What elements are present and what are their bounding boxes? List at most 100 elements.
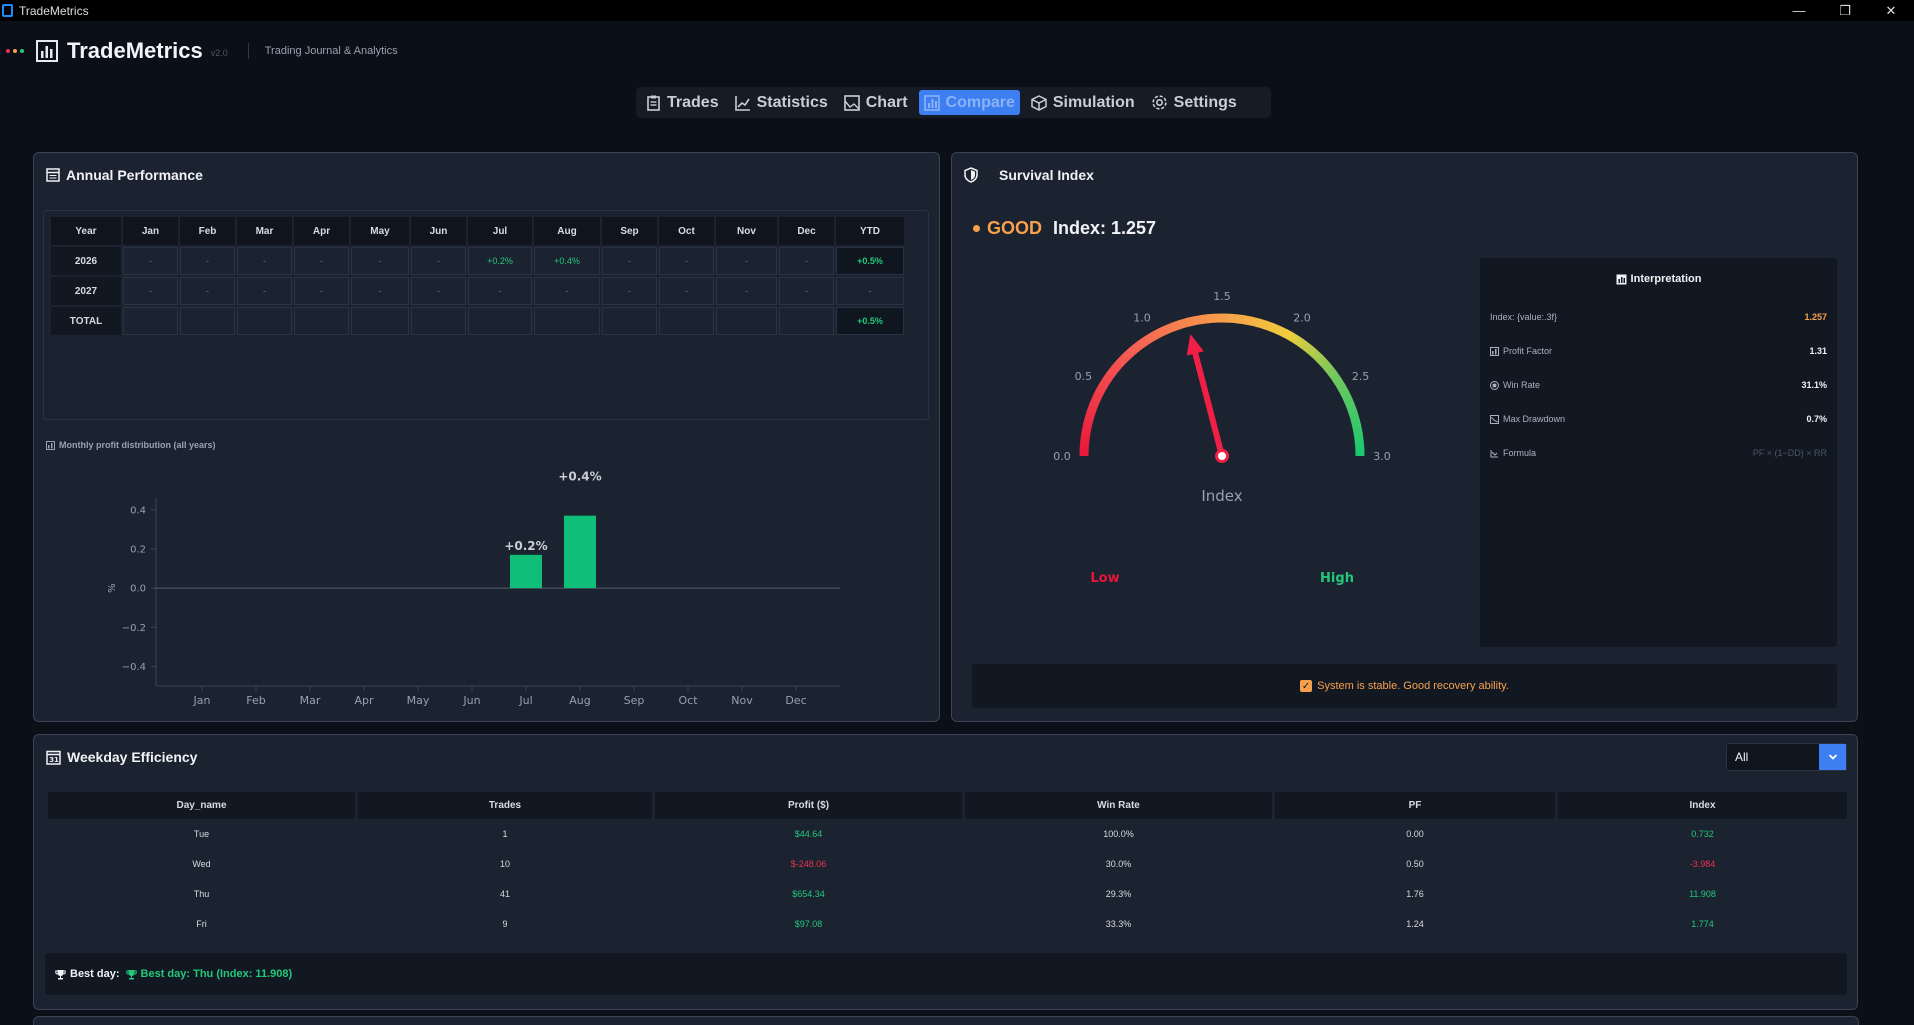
tab-label: Statistics bbox=[756, 93, 828, 111]
tab-chart[interactable]: Chart bbox=[839, 90, 913, 115]
tab-settings[interactable]: Settings bbox=[1146, 90, 1242, 115]
gauge-arc-segment bbox=[1177, 318, 1189, 330]
cube-icon bbox=[1031, 94, 1047, 111]
gauge-arc-segment bbox=[1294, 336, 1307, 349]
gauge-arc-segment bbox=[1098, 377, 1111, 390]
close-button[interactable]: ✕ bbox=[1885, 2, 1897, 18]
month-cell: - bbox=[779, 277, 834, 305]
gauge-arc-segment bbox=[1282, 329, 1295, 341]
x-tick-label: Dec bbox=[785, 694, 806, 707]
total-cell: TOTAL bbox=[51, 307, 121, 335]
tab-label: Settings bbox=[1173, 93, 1237, 111]
gauge-arc-segment bbox=[1082, 418, 1094, 429]
month-cell: - bbox=[123, 277, 178, 305]
month-cell bbox=[659, 307, 714, 335]
profit-cell: $654.34 bbox=[792, 889, 825, 899]
tab-statistics[interactable]: Statistics bbox=[730, 90, 833, 115]
chart-area-icon bbox=[843, 94, 860, 111]
trophy-icon bbox=[55, 969, 66, 979]
tab-compare[interactable]: Compare bbox=[918, 90, 1020, 115]
tab-simulation[interactable]: Simulation bbox=[1026, 90, 1140, 115]
tab-label: Trades bbox=[667, 93, 719, 111]
interpretation-row: Index: {value:.3f} 1.257 bbox=[1490, 312, 1827, 322]
col-header: Jun bbox=[411, 217, 466, 245]
gauge-tick-label: 1.0 bbox=[1133, 311, 1151, 324]
weekday-filter-select[interactable]: All bbox=[1726, 743, 1847, 771]
select-dropdown-button[interactable] bbox=[1819, 744, 1846, 770]
trophy-icon bbox=[125, 969, 137, 979]
x-tick-label: Mar bbox=[300, 694, 321, 707]
gauge-label: Index bbox=[1201, 487, 1242, 505]
app-header: TradeMetrics v2.0 Trading Journal & Anal… bbox=[0, 30, 1914, 72]
bar-chart-icon bbox=[1616, 274, 1627, 284]
col-header: Feb bbox=[180, 217, 235, 245]
gauge-arc-segment bbox=[1311, 350, 1324, 363]
row-label-text: Win Rate bbox=[1503, 380, 1541, 390]
month-cell: - bbox=[779, 247, 834, 275]
gauge-arc-segment bbox=[1305, 345, 1319, 358]
x-tick-label: Sep bbox=[624, 694, 645, 707]
x-tick-label: Apr bbox=[354, 694, 374, 707]
ytd-cell: +0.5% bbox=[836, 307, 904, 335]
pf-cell: 0.50 bbox=[1406, 859, 1424, 869]
month-cell: - bbox=[237, 277, 292, 305]
row-value: 1.257 bbox=[1804, 312, 1827, 322]
gear-icon bbox=[1151, 95, 1167, 110]
best-day-key-text: Best day: bbox=[70, 968, 120, 980]
gauge-arc-segment bbox=[1086, 403, 1098, 415]
winrate-cell: 100.0% bbox=[1103, 829, 1134, 839]
best-day-value: Best day: Thu (Index: 11.908) bbox=[125, 968, 293, 980]
col-header: Profit ($) bbox=[655, 792, 962, 819]
col-header: Trades bbox=[358, 792, 652, 819]
row-label-text: Profit Factor bbox=[1503, 346, 1553, 356]
month-cell: - bbox=[180, 247, 235, 275]
tab-label: Compare bbox=[945, 93, 1015, 111]
y-tick-label: −0.2 bbox=[122, 623, 146, 634]
pf-cell: 1.76 bbox=[1406, 889, 1424, 899]
bar-data-label: +0.2% bbox=[504, 539, 547, 553]
gauge-arc-segment bbox=[1354, 441, 1365, 451]
dot-green-icon bbox=[20, 49, 24, 53]
year-cell: 2026 bbox=[51, 247, 121, 275]
gauge-arc-segment bbox=[1126, 344, 1139, 357]
gauge-high-label: High bbox=[1320, 571, 1354, 586]
formula-icon bbox=[1490, 449, 1498, 457]
gauge-arc-segment bbox=[1170, 320, 1182, 332]
x-tick-label: Nov bbox=[731, 694, 753, 707]
minimize-button[interactable]: — bbox=[1792, 3, 1806, 18]
interpretation-panel: Interpretation Index: {value:.3f} 1.257 … bbox=[1480, 258, 1837, 647]
gauge-tick-label: 2.0 bbox=[1293, 311, 1311, 324]
brand-name: TradeMetrics bbox=[67, 38, 203, 63]
month-cell bbox=[237, 307, 292, 335]
tab-trades[interactable]: Trades bbox=[641, 90, 724, 115]
ytd-cell: - bbox=[836, 277, 904, 305]
restore-button[interactable]: ❐ bbox=[1839, 2, 1851, 18]
table-row: Fri 9 $97.08 33.3% 1.24 1.774 bbox=[48, 909, 1847, 939]
bar-data-label: +0.4% bbox=[558, 470, 601, 484]
best-day-value-text: Best day: Thu (Index: 11.908) bbox=[140, 968, 293, 980]
gauge-arc-segment bbox=[1321, 360, 1334, 373]
gauge-arc-segment bbox=[1350, 419, 1362, 430]
gauge-tick-label: 0.0 bbox=[1053, 450, 1071, 463]
profit-cell: $97.08 bbox=[794, 919, 823, 929]
profit-cell: $-248.06 bbox=[790, 859, 827, 869]
panel-title: Survival Index bbox=[963, 167, 1094, 183]
x-tick-label: May bbox=[407, 694, 430, 707]
month-cell bbox=[534, 307, 600, 335]
month-cell bbox=[468, 307, 532, 335]
distribution-label-text: Monthly profit distribution (all years) bbox=[59, 440, 216, 450]
month-cell bbox=[294, 307, 349, 335]
dot-red-icon bbox=[6, 49, 10, 53]
y-tick-label: −0.4 bbox=[122, 662, 146, 673]
gauge-arc-segment bbox=[1079, 439, 1090, 450]
gauge-arc-segment bbox=[1080, 432, 1091, 443]
calendar-table-icon bbox=[46, 168, 60, 182]
gauge-arc-segment bbox=[1325, 366, 1338, 379]
table-row: 2027 - - - - - - - - - - - - - bbox=[51, 277, 904, 305]
month-cell: - bbox=[534, 277, 600, 305]
stability-message-text: System is stable. Good recovery ability. bbox=[1317, 680, 1509, 692]
day-cell: Tue bbox=[193, 829, 210, 839]
bar-chart-logo-icon bbox=[36, 40, 58, 62]
chevron-down-icon bbox=[1828, 754, 1837, 760]
month-cell: - bbox=[659, 247, 714, 275]
